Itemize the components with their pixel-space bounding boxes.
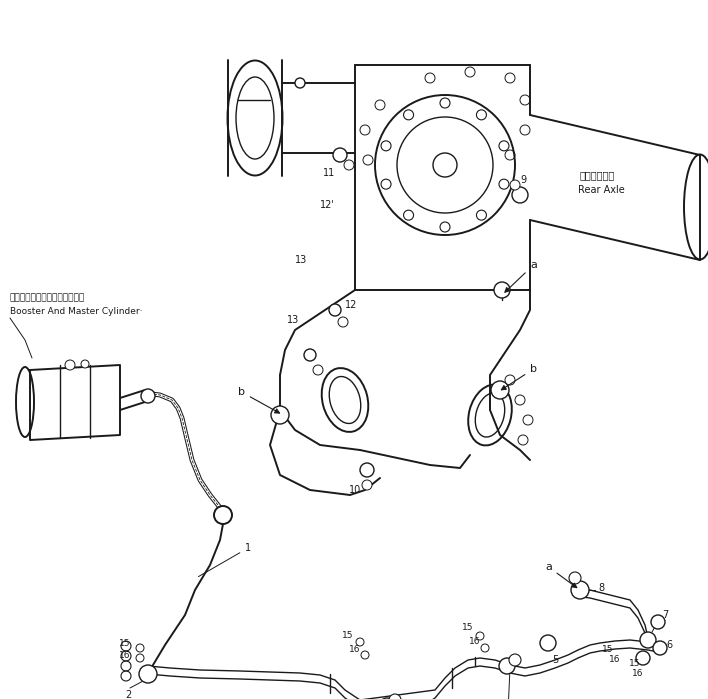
- Text: 16: 16: [610, 656, 621, 665]
- Circle shape: [65, 360, 75, 370]
- Circle shape: [214, 506, 232, 524]
- Circle shape: [515, 395, 525, 405]
- Circle shape: [271, 406, 289, 424]
- Text: 2: 2: [125, 690, 131, 699]
- Circle shape: [510, 180, 520, 190]
- Circle shape: [81, 360, 89, 368]
- Circle shape: [523, 415, 533, 425]
- Circle shape: [636, 651, 650, 665]
- Circle shape: [653, 641, 667, 655]
- Text: 15: 15: [629, 658, 641, 668]
- Text: 12': 12': [320, 200, 335, 210]
- Text: 16: 16: [469, 637, 481, 647]
- Circle shape: [295, 78, 305, 88]
- Text: リヤアクスル: リヤアクスル: [580, 170, 615, 180]
- Circle shape: [440, 98, 450, 108]
- Text: b: b: [501, 364, 537, 390]
- Circle shape: [499, 140, 509, 151]
- Text: b: b: [238, 387, 280, 413]
- Circle shape: [540, 635, 556, 651]
- Circle shape: [494, 282, 510, 298]
- Text: ブースタおよびマスタシリンダ: ブースタおよびマスタシリンダ: [10, 294, 85, 303]
- Circle shape: [141, 389, 155, 403]
- Text: 12: 12: [345, 300, 358, 310]
- Circle shape: [433, 153, 457, 177]
- Circle shape: [404, 210, 413, 220]
- Circle shape: [344, 160, 354, 170]
- Circle shape: [518, 435, 528, 445]
- Text: a: a: [545, 562, 577, 588]
- Text: 6: 6: [666, 640, 672, 650]
- Text: 15: 15: [603, 645, 614, 654]
- Circle shape: [304, 349, 316, 361]
- Text: Booster And Master Cylinder·: Booster And Master Cylinder·: [10, 306, 142, 315]
- Text: 10: 10: [349, 485, 361, 495]
- Text: a: a: [505, 260, 537, 292]
- Circle shape: [491, 381, 509, 399]
- Ellipse shape: [236, 77, 274, 159]
- Circle shape: [338, 317, 348, 327]
- Text: 16: 16: [632, 670, 644, 679]
- Circle shape: [381, 140, 391, 151]
- Circle shape: [476, 110, 486, 120]
- Text: 16: 16: [119, 651, 131, 661]
- Text: 16: 16: [349, 644, 361, 654]
- Text: 11: 11: [323, 168, 336, 178]
- Circle shape: [476, 210, 486, 220]
- Circle shape: [505, 375, 515, 385]
- Text: 8: 8: [598, 583, 604, 593]
- Text: 13: 13: [287, 315, 299, 325]
- Text: 9: 9: [520, 175, 526, 185]
- Circle shape: [381, 179, 391, 189]
- Circle shape: [333, 148, 347, 162]
- Circle shape: [329, 304, 341, 316]
- Text: 7: 7: [662, 610, 668, 620]
- Circle shape: [360, 463, 374, 477]
- Circle shape: [440, 222, 450, 232]
- Circle shape: [313, 365, 323, 375]
- Text: 13: 13: [295, 255, 307, 265]
- Text: 15: 15: [462, 624, 474, 633]
- Circle shape: [389, 694, 401, 699]
- Circle shape: [404, 110, 413, 120]
- Text: 15: 15: [119, 638, 131, 647]
- Text: 5: 5: [552, 655, 558, 665]
- Circle shape: [379, 698, 395, 699]
- Circle shape: [651, 615, 665, 629]
- Circle shape: [139, 665, 157, 683]
- Text: Rear Axle: Rear Axle: [578, 185, 624, 195]
- Circle shape: [569, 572, 581, 584]
- Circle shape: [640, 632, 656, 648]
- Text: 1: 1: [198, 543, 251, 577]
- Circle shape: [362, 480, 372, 490]
- Circle shape: [571, 581, 589, 599]
- Circle shape: [499, 658, 515, 674]
- Text: 15: 15: [342, 630, 354, 640]
- Circle shape: [512, 187, 528, 203]
- Circle shape: [499, 179, 509, 189]
- Circle shape: [509, 654, 521, 666]
